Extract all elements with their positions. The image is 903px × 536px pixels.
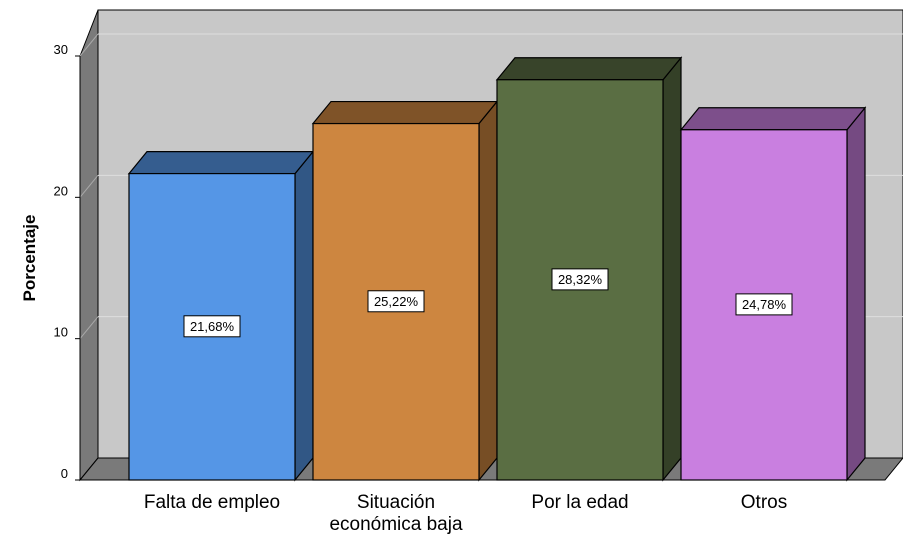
data-label: 24,78% <box>742 297 787 312</box>
bar-front <box>496 79 664 481</box>
x-tick-label: Falta de empleo <box>144 492 280 513</box>
bar-4: 24,78% <box>679 106 867 482</box>
bar-2: 25,22% <box>311 99 499 482</box>
y-tick-label: 30 <box>54 42 68 57</box>
y-tick-label: 20 <box>54 183 68 198</box>
bar-1: 21,68% <box>127 149 315 482</box>
bar-3: 28,32% <box>495 56 683 482</box>
x-tick-label: Situación económica baja <box>329 492 463 535</box>
x-tick-label: Otros <box>741 492 787 513</box>
gridline-side <box>79 33 99 57</box>
bar-side <box>294 149 314 482</box>
bar-side <box>846 106 866 482</box>
y-tick-label: 10 <box>54 325 68 340</box>
bar-side <box>662 56 682 482</box>
bars: 21,68% 25,22% 28,32% 24,78% <box>127 56 867 482</box>
data-label-box <box>367 290 425 313</box>
bar-top <box>127 150 315 175</box>
data-label-box <box>735 293 793 316</box>
gridline-side <box>79 316 99 339</box>
data-label: 21,68% <box>190 319 235 334</box>
bar-top <box>311 100 499 125</box>
data-label-box <box>183 315 241 338</box>
bar-side <box>478 99 498 482</box>
gridline-side <box>79 175 99 198</box>
left-wall <box>79 9 99 482</box>
x-axis: Falta de empleo Situación económica baja Po… <box>144 492 787 535</box>
bar-top <box>495 57 683 81</box>
y-axis-label: Porcentaje <box>20 215 39 302</box>
data-label: 25,22% <box>374 294 419 309</box>
x-tick-label: Por la edad <box>531 492 628 513</box>
data-label: 28,32% <box>558 272 603 287</box>
y-tick-label: 0 <box>61 466 68 481</box>
y-axis: 0 10 20 30 <box>54 42 81 481</box>
bar-top <box>679 107 867 131</box>
data-label-box <box>551 268 609 291</box>
